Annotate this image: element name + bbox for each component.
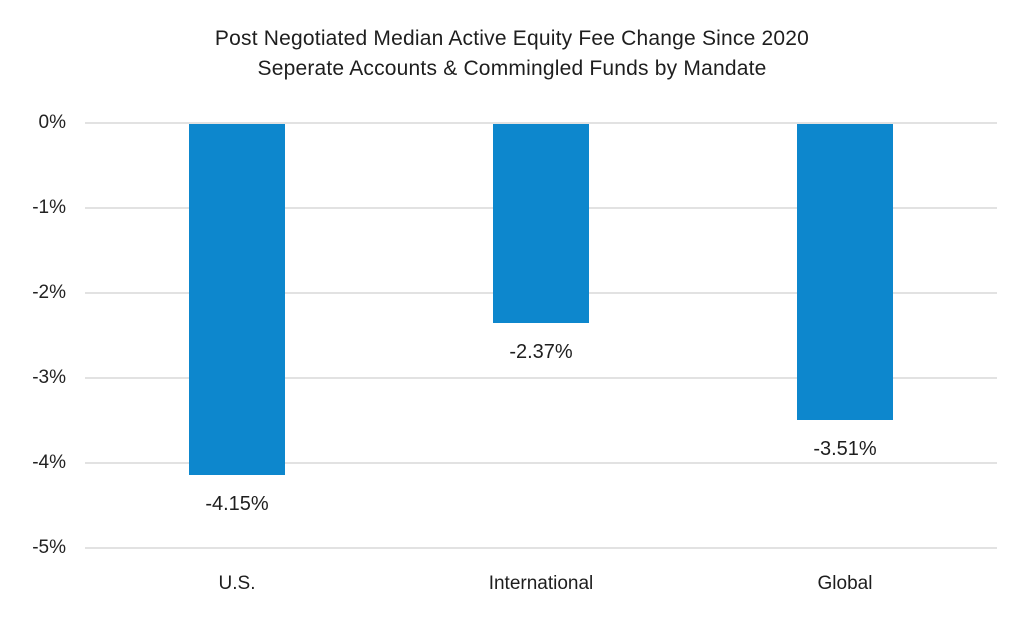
bar-international — [493, 124, 589, 324]
x-axis-category-label: U.S. — [218, 573, 256, 594]
bar-value-label: -4.15% — [205, 492, 269, 515]
gridline — [85, 462, 997, 464]
x-axis-category-label: International — [488, 573, 594, 594]
bar-global — [797, 124, 893, 421]
gridline — [85, 122, 997, 124]
y-axis-tick-label: -1% — [32, 197, 66, 218]
y-axis-tick-label: 0% — [38, 112, 66, 133]
chart-title: Post Negotiated Median Active Equity Fee… — [0, 24, 1024, 84]
chart-title-line-1: Post Negotiated Median Active Equity Fee… — [214, 27, 810, 50]
chart-title-line-2: Seperate Accounts & Commingled Funds by … — [257, 57, 767, 80]
bar-value-label: -3.51% — [813, 438, 877, 461]
bar-value-label: -2.37% — [509, 341, 573, 364]
gridline — [85, 377, 997, 379]
y-axis-tick-label: -5% — [32, 537, 66, 558]
y-axis-tick-label: -3% — [32, 367, 66, 388]
bar-us — [189, 124, 285, 475]
y-axis-tick-label: -4% — [32, 452, 66, 473]
x-axis-category-label: Global — [817, 573, 873, 594]
y-axis-tick-label: -2% — [32, 282, 66, 303]
gridline — [85, 547, 997, 549]
